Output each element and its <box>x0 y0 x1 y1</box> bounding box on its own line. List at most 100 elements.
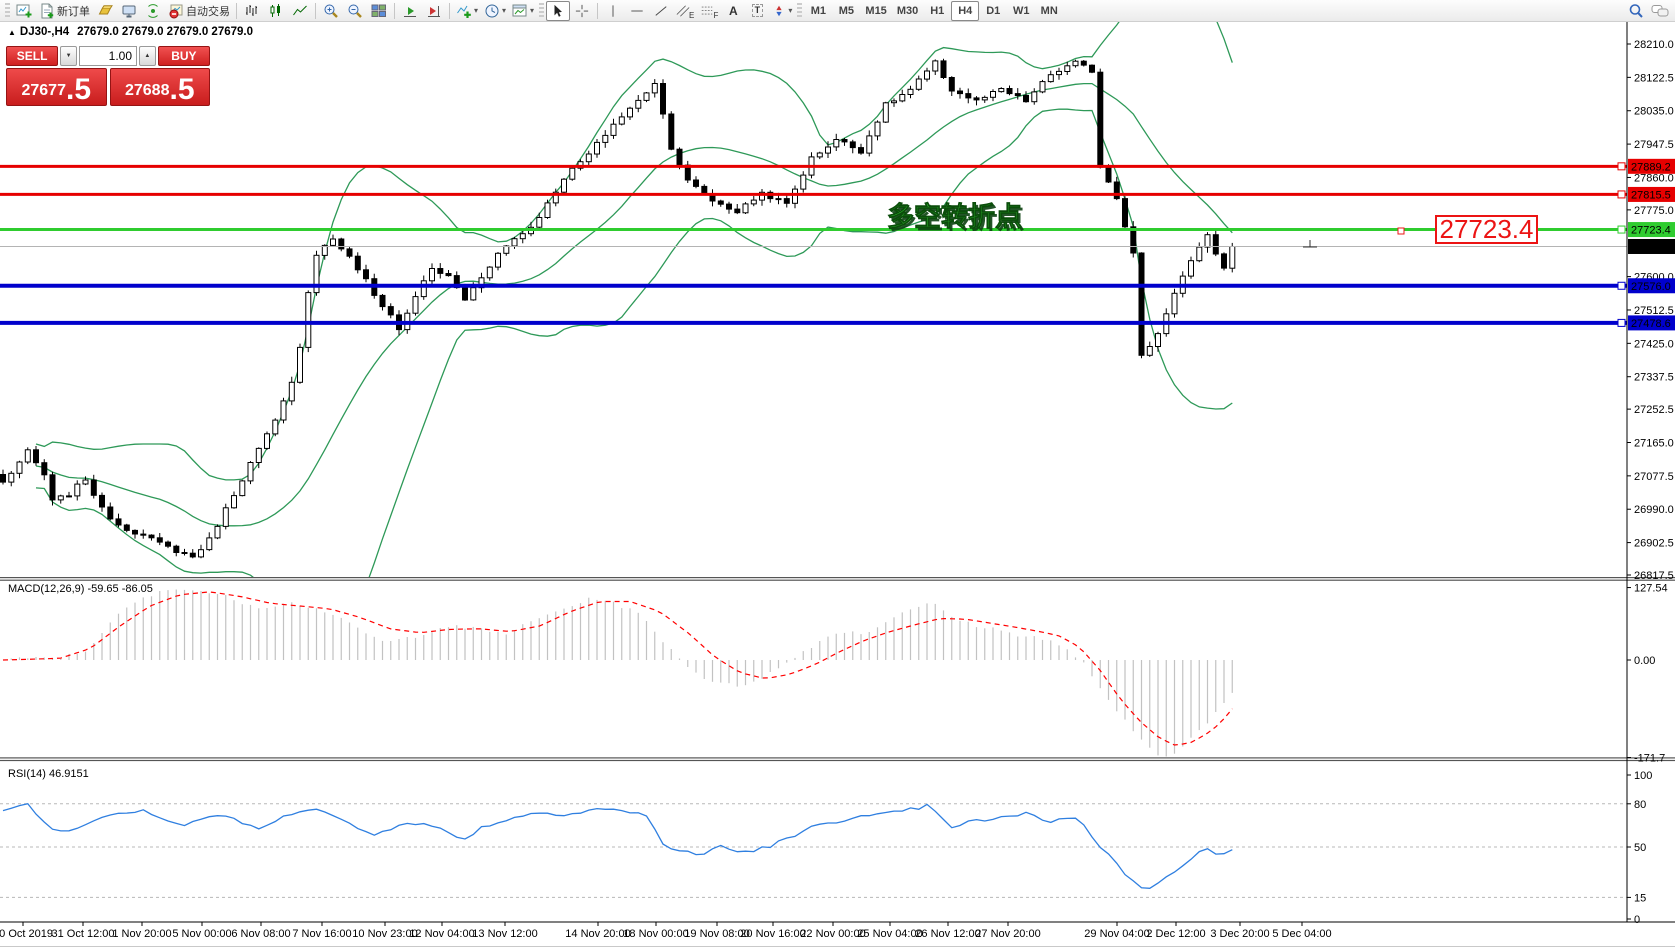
bar-chart-button[interactable] <box>240 1 264 21</box>
bear-candle <box>1006 88 1013 95</box>
periods-button[interactable]: ▾ <box>481 1 509 21</box>
trendline-tool-button[interactable] <box>649 1 673 21</box>
buy-button[interactable]: BUY <box>157 46 210 66</box>
rsi-tick-label: 0 <box>1634 914 1640 926</box>
timeframe-M30[interactable]: M30 <box>896 4 919 17</box>
bull-candle <box>214 525 221 539</box>
search-icon <box>1629 3 1643 18</box>
timeframe-M1[interactable]: M1 <box>810 4 827 17</box>
bull-candle <box>643 92 650 101</box>
market-watch-button[interactable] <box>117 1 141 21</box>
price-tick-label: 26902.5 <box>1634 538 1674 550</box>
rsi-tick-label: 15 <box>1634 892 1646 904</box>
bull-candle <box>833 139 840 148</box>
bull-candle <box>750 199 757 205</box>
line-anchor-marker[interactable] <box>1397 227 1405 235</box>
line-chart-button[interactable] <box>288 1 312 21</box>
timeframe-H4[interactable]: H4 <box>951 0 980 21</box>
price-tag-box[interactable] <box>1435 215 1538 244</box>
sell-button[interactable]: SELL <box>6 46 59 66</box>
text-label-icon: T <box>751 4 764 17</box>
bull-candle <box>495 252 501 268</box>
timeframe-H1[interactable]: H1 <box>930 4 945 17</box>
bear-candle <box>123 524 130 531</box>
bull-candle <box>1064 65 1071 73</box>
ask-price[interactable]: 27688.5 <box>109 68 210 106</box>
bear-candle <box>1089 64 1095 73</box>
horizontal-line-tool-button[interactable] <box>625 1 649 21</box>
candlestick-chart-button[interactable] <box>264 1 288 21</box>
time-tick-label: 13 Nov 12:00 <box>472 928 537 940</box>
autotrading-button[interactable]: 自动交易 <box>165 1 233 21</box>
bull-candle <box>544 202 551 218</box>
bull-candle <box>742 203 749 214</box>
price-badge-label: 27576.0 <box>1631 281 1671 293</box>
tile-windows-button[interactable] <box>367 1 391 21</box>
bar-chart-icon <box>246 4 257 16</box>
zoom-in-button[interactable] <box>319 1 343 21</box>
zoom-out-button[interactable] <box>343 1 367 21</box>
chat-button[interactable] <box>1648 1 1672 21</box>
auto-scroll-button[interactable] <box>398 1 422 21</box>
toolbar-grip[interactable] <box>5 2 10 19</box>
new-chart-button[interactable] <box>12 1 36 21</box>
vertical-line-tool-button[interactable] <box>601 1 625 21</box>
bear-candle <box>668 113 675 150</box>
bull-candle <box>519 233 526 240</box>
bull-candle <box>1171 292 1178 315</box>
bull-candle <box>305 292 312 348</box>
text-tool-button[interactable]: A <box>721 1 745 21</box>
text-label-tool-button[interactable]: T <box>745 1 769 21</box>
volume-input[interactable] <box>79 46 137 66</box>
bear-candle <box>181 552 188 554</box>
price-badge <box>1628 222 1675 238</box>
price-tick-label: 27512.5 <box>1634 305 1674 317</box>
bull-candle <box>569 167 576 180</box>
turning-point-annotation[interactable]: 多空转折点 <box>887 201 1023 233</box>
fibonacci-tool-button[interactable]: F <box>697 1 721 21</box>
timeframe-M5[interactable]: M5 <box>838 4 855 17</box>
timeframe-D1[interactable]: D1 <box>986 4 1001 17</box>
time-tick-label: 5 Dec 04:00 <box>1272 928 1331 940</box>
zoom-in-icon <box>324 4 338 18</box>
signals-button[interactable] <box>141 1 165 21</box>
ohlc-values: 27679.0 27679.0 27679.0 27679.0 <box>77 26 254 38</box>
bear-candle <box>783 198 790 204</box>
timeframe-M15[interactable]: M15 <box>865 4 887 17</box>
templates-button[interactable]: ▾ <box>509 1 537 21</box>
bull-candle <box>470 287 477 301</box>
bid-price[interactable]: 27677.5 <box>6 68 107 106</box>
collapse-icon[interactable]: ▲ <box>8 28 16 37</box>
bull-candle <box>1155 333 1161 348</box>
macd-signal-line <box>2 591 1233 746</box>
bull-candle <box>198 549 204 558</box>
cursor-tool-button[interactable] <box>546 0 571 21</box>
volume-increase-button[interactable]: ▲ <box>139 46 156 66</box>
bear-candle <box>173 545 180 554</box>
crosshair-tool-button[interactable] <box>570 1 594 21</box>
styles-button[interactable] <box>93 1 117 21</box>
bull-candle <box>981 96 988 101</box>
bull-candle <box>264 433 270 449</box>
toolbar-grip[interactable] <box>797 2 803 19</box>
toolbar-grip[interactable] <box>539 2 545 19</box>
channel-tool-button[interactable]: E <box>673 1 697 21</box>
bear-candle <box>132 529 138 535</box>
line-axis-marker <box>1617 162 1626 171</box>
timeframe-MN[interactable]: MN <box>1040 4 1058 17</box>
bull-candle <box>313 254 320 294</box>
new-order-button[interactable]: 新订单 <box>36 1 93 21</box>
monitor-icon <box>122 5 136 17</box>
arrows-tool-button[interactable]: ▾ <box>769 1 795 21</box>
chart-shift-button[interactable] <box>422 1 446 21</box>
price-tick-label: 27947.5 <box>1634 139 1674 151</box>
volume-decrease-button[interactable]: ▼ <box>60 46 77 66</box>
price-badge <box>1628 315 1675 331</box>
bear-candle <box>99 494 105 508</box>
timeframe-W1[interactable]: W1 <box>1012 4 1030 17</box>
price-badge-label: 27679.0 <box>1631 241 1671 253</box>
search-button[interactable] <box>1624 1 1648 21</box>
indicators-button[interactable]: ▾ <box>453 1 481 21</box>
price-tick-label: 27337.5 <box>1634 372 1674 384</box>
